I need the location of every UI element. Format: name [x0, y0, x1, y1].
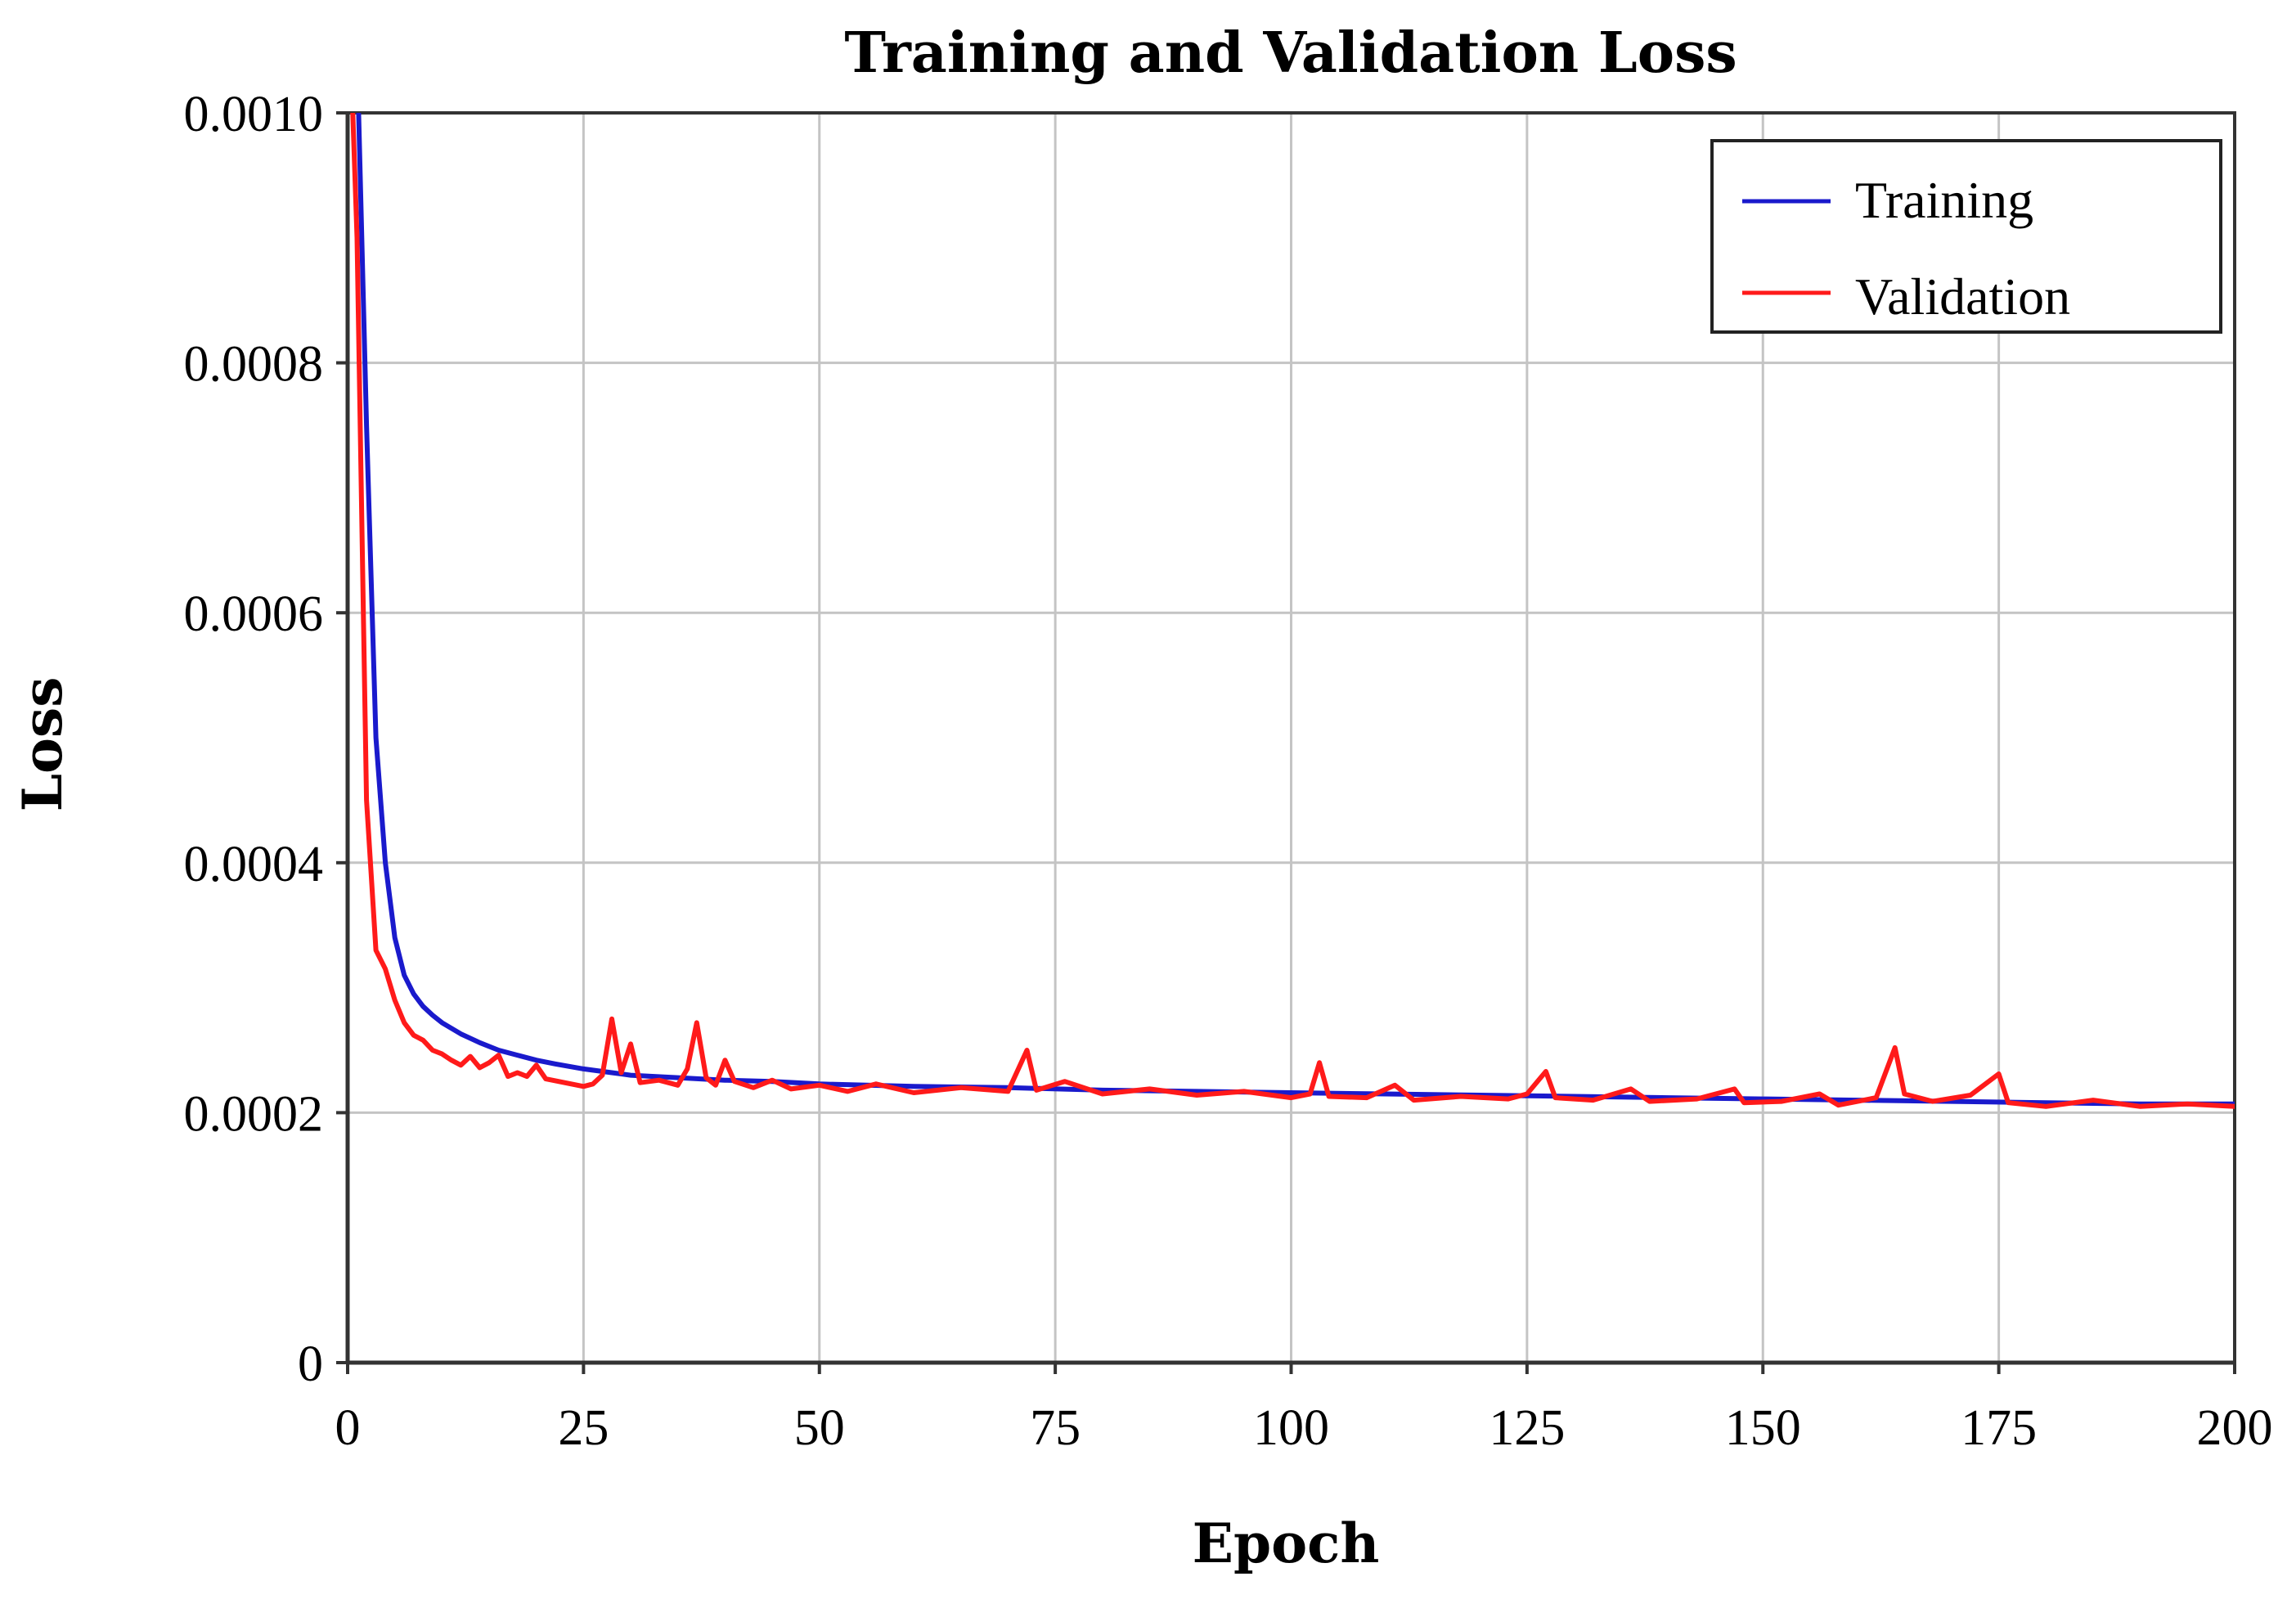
x-tick-label: 100	[1253, 1400, 1329, 1456]
y-tick-label: 0	[298, 1336, 323, 1392]
y-tick-label: 0.0002	[184, 1086, 324, 1142]
axes	[336, 111, 2236, 1374]
tick-labels: 0 25 50 75 100 125 150 175 200 0 0.0002 0.0004 0.000…	[184, 87, 2273, 1456]
x-tick-label: 175	[1961, 1400, 2037, 1456]
y-tick-label: 0.0010	[184, 87, 324, 142]
x-axis-title: Epoch	[1193, 1511, 1380, 1575]
x-tick-label: 75	[1030, 1400, 1081, 1456]
series-lines	[350, 113, 2235, 1109]
series-line-validation	[350, 113, 2235, 1109]
y-tick-label: 0.0008	[184, 337, 324, 393]
x-tick-label: 25	[558, 1400, 609, 1456]
legend: Training Validation	[1710, 139, 2222, 334]
legend-label-training: Training	[1855, 171, 2033, 229]
legend-label-validation: Validation	[1855, 267, 2070, 326]
series-line-training	[356, 113, 2235, 1107]
legend-box	[1710, 139, 2222, 334]
y-tick-label: 0.0006	[184, 586, 324, 642]
y-axis-title: Loss	[11, 677, 74, 812]
x-tick-label: 150	[1725, 1400, 1801, 1456]
x-tick-label: 50	[794, 1400, 845, 1456]
x-tick-label: 0	[335, 1400, 361, 1456]
x-tick-label: 200	[2197, 1400, 2273, 1456]
chart-title: Training and Validation Loss	[844, 20, 1737, 86]
x-tick-label: 125	[1489, 1400, 1565, 1456]
y-tick-label: 0.0004	[184, 837, 324, 892]
